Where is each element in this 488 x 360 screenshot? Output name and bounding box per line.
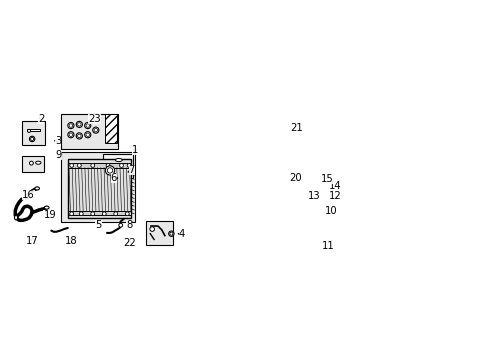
Circle shape xyxy=(107,168,112,173)
Circle shape xyxy=(119,223,122,227)
Circle shape xyxy=(86,124,89,127)
Circle shape xyxy=(69,133,72,136)
Ellipse shape xyxy=(36,161,41,164)
Ellipse shape xyxy=(35,187,40,190)
Bar xyxy=(103,154,133,178)
Circle shape xyxy=(70,163,73,167)
Text: 21: 21 xyxy=(290,123,303,133)
Circle shape xyxy=(305,194,308,198)
Text: 17: 17 xyxy=(26,237,39,246)
Text: 12: 12 xyxy=(328,191,341,201)
Bar xyxy=(145,221,173,245)
Text: 14: 14 xyxy=(328,181,341,191)
Text: 22: 22 xyxy=(122,238,135,248)
Text: 13: 13 xyxy=(307,191,320,201)
Circle shape xyxy=(127,163,131,167)
Circle shape xyxy=(125,212,129,216)
Circle shape xyxy=(31,138,34,140)
Bar xyxy=(61,152,135,222)
Text: 8: 8 xyxy=(126,220,132,230)
Text: 19: 19 xyxy=(43,210,56,220)
Circle shape xyxy=(68,122,74,129)
Bar xyxy=(68,163,131,168)
Bar xyxy=(307,206,325,236)
Text: 6: 6 xyxy=(110,173,117,183)
Circle shape xyxy=(91,163,95,167)
Circle shape xyxy=(68,132,74,138)
Text: 1: 1 xyxy=(131,145,138,156)
Bar xyxy=(318,185,321,188)
Polygon shape xyxy=(27,129,40,131)
Circle shape xyxy=(29,136,35,141)
Circle shape xyxy=(70,212,73,216)
Ellipse shape xyxy=(115,158,122,162)
Circle shape xyxy=(76,121,82,127)
Bar xyxy=(68,211,131,215)
Text: 16: 16 xyxy=(22,190,35,201)
Bar xyxy=(105,114,117,143)
Circle shape xyxy=(114,212,118,216)
Circle shape xyxy=(102,212,106,216)
Circle shape xyxy=(304,193,309,199)
Text: 2: 2 xyxy=(38,114,44,123)
Circle shape xyxy=(29,161,33,165)
Circle shape xyxy=(76,133,82,139)
Ellipse shape xyxy=(44,206,49,209)
Circle shape xyxy=(27,129,31,132)
Text: 10: 10 xyxy=(325,206,337,216)
Text: 23: 23 xyxy=(88,114,101,123)
Polygon shape xyxy=(68,159,131,217)
Circle shape xyxy=(150,227,154,231)
Circle shape xyxy=(106,163,110,167)
Circle shape xyxy=(105,166,114,175)
Text: 7: 7 xyxy=(128,165,135,175)
Circle shape xyxy=(94,129,97,132)
Text: 5: 5 xyxy=(95,220,102,230)
Text: 4: 4 xyxy=(179,229,185,239)
Circle shape xyxy=(314,204,318,208)
Bar xyxy=(61,114,118,149)
Text: 3: 3 xyxy=(55,136,61,146)
Circle shape xyxy=(168,231,174,237)
Circle shape xyxy=(169,232,173,235)
Circle shape xyxy=(69,124,72,127)
Text: 18: 18 xyxy=(64,237,77,246)
Circle shape xyxy=(77,163,81,167)
Circle shape xyxy=(78,123,81,126)
Circle shape xyxy=(86,133,89,136)
Text: 9: 9 xyxy=(56,150,62,160)
Bar xyxy=(22,156,44,172)
Ellipse shape xyxy=(316,193,321,196)
Circle shape xyxy=(84,122,91,129)
Circle shape xyxy=(79,212,83,216)
Ellipse shape xyxy=(15,215,18,220)
Circle shape xyxy=(91,212,95,216)
Circle shape xyxy=(78,134,81,138)
Text: 20: 20 xyxy=(289,173,302,183)
Circle shape xyxy=(84,132,91,138)
Text: 11: 11 xyxy=(322,241,334,251)
Bar xyxy=(22,121,45,145)
Circle shape xyxy=(120,163,123,167)
Text: 15: 15 xyxy=(321,174,333,184)
Circle shape xyxy=(93,127,99,133)
